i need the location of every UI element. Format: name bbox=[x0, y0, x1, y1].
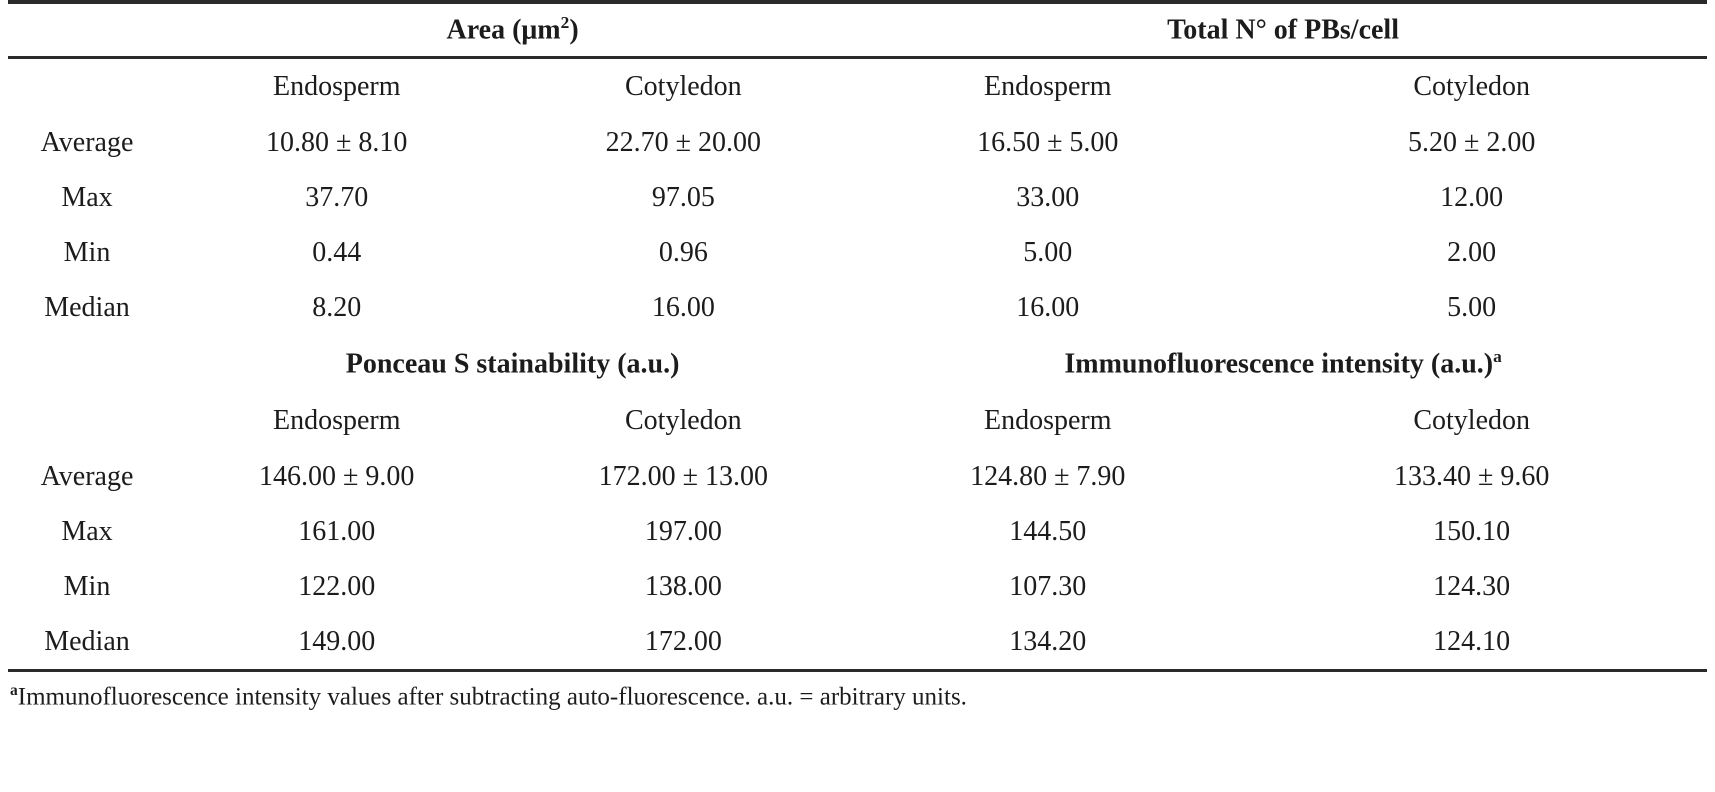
row-label: Min bbox=[63, 570, 111, 602]
column-subheader: Cotyledon bbox=[624, 71, 742, 102]
group-title-text: ) bbox=[569, 14, 579, 46]
data-cell: 5.00 bbox=[1447, 291, 1497, 323]
data-cell: 107.30 bbox=[1009, 570, 1087, 602]
empty-cell bbox=[8, 58, 166, 116]
column-subheader: Endosperm bbox=[272, 405, 401, 436]
data-cell: 172.00 ± 13.00 bbox=[598, 460, 769, 492]
data-cell: 5.00 bbox=[1023, 236, 1073, 268]
table-row: Max 37.70 97.05 33.00 12.00 bbox=[8, 170, 1707, 225]
data-cell: 149.00 bbox=[166, 614, 508, 672]
data-cell: 16.50 ± 5.00 bbox=[977, 126, 1119, 158]
row-label: Max bbox=[61, 515, 113, 547]
table-row: Median 8.20 16.00 16.00 5.00 bbox=[8, 280, 1707, 335]
data-cell: 146.00 ± 9.00 bbox=[259, 460, 415, 492]
data-cell: 33.00 bbox=[1016, 181, 1080, 213]
group-title-text: Total N° of PBs/cell bbox=[1167, 14, 1399, 46]
group-header-row-1: Area (μm2) Total N° of PBs/cell bbox=[8, 0, 1707, 59]
data-cell: 197.00 bbox=[644, 515, 722, 547]
data-cell: 138.00 bbox=[644, 570, 722, 602]
footnote-marker: a bbox=[10, 682, 18, 699]
group-title-text: Immunofluorescence intensity (a.u.) bbox=[1064, 348, 1494, 380]
data-cell: 2.00 bbox=[1447, 236, 1497, 268]
empty-cell bbox=[8, 335, 166, 393]
row-label: Average bbox=[40, 460, 134, 492]
data-cell: 133.40 ± 9.60 bbox=[1393, 460, 1550, 492]
data-cell: 16.00 bbox=[651, 291, 715, 323]
subheader-row: Endosperm Cotyledon Endosperm Cotyledon bbox=[8, 393, 1707, 449]
row-label: Min bbox=[63, 236, 111, 268]
group-header-row-2: Ponceau S stainability (a.u.) Immunofluo… bbox=[8, 335, 1707, 393]
data-cell: 144.50 bbox=[1009, 515, 1087, 547]
data-cell: 37.70 bbox=[305, 181, 369, 213]
stats-table: Area (μm2) Total N° of PBs/cell Endosper… bbox=[8, 0, 1707, 672]
row-label: Max bbox=[61, 181, 113, 213]
group-title-text: Area (μm bbox=[446, 14, 561, 46]
data-cell: 5.20 ± 2.00 bbox=[1407, 126, 1536, 158]
group-title-immuno: Immunofluorescence intensity (a.u.)a bbox=[859, 335, 1707, 393]
row-label: Median bbox=[8, 614, 166, 672]
empty-cell bbox=[8, 393, 166, 449]
table-row: Average 146.00 ± 9.00 172.00 ± 13.00 124… bbox=[8, 449, 1707, 504]
column-subheader: Endosperm bbox=[272, 71, 401, 102]
data-cell: 0.96 bbox=[658, 236, 708, 268]
table-row: Median 149.00 172.00 134.20 124.10 bbox=[8, 614, 1707, 672]
row-label: Median bbox=[44, 291, 130, 323]
table-row: Max 161.00 197.00 144.50 150.10 bbox=[8, 504, 1707, 559]
data-cell: 161.00 bbox=[298, 515, 376, 547]
data-cell: 0.44 bbox=[312, 236, 362, 268]
data-cell: 16.00 bbox=[1016, 291, 1080, 323]
row-label: Average bbox=[40, 126, 134, 158]
data-cell: 22.70 ± 20.00 bbox=[605, 126, 762, 158]
column-subheader: Cotyledon bbox=[1413, 71, 1530, 102]
data-cell: 134.20 bbox=[859, 614, 1237, 672]
group-title-sup: 2 bbox=[560, 13, 570, 33]
subheader-row: Endosperm Cotyledon Endosperm Cotyledon bbox=[8, 58, 1707, 116]
data-cell: 124.10 bbox=[1236, 614, 1707, 672]
data-cell: 12.00 bbox=[1440, 181, 1504, 213]
table-footnote: aImmunofluorescence intensity values aft… bbox=[8, 682, 1707, 711]
data-cell: 124.80 ± 7.90 bbox=[970, 460, 1126, 492]
table-row: Average 10.80 ± 8.10 22.70 ± 20.00 16.50… bbox=[8, 115, 1707, 170]
data-cell: 10.80 ± 8.10 bbox=[266, 126, 408, 158]
data-cell: 172.00 bbox=[507, 614, 860, 672]
column-subheader: Cotyledon bbox=[1413, 405, 1530, 436]
empty-corner-cell bbox=[8, 0, 166, 59]
group-title-pbs: Total N° of PBs/cell bbox=[859, 0, 1707, 59]
group-title-text: Ponceau S stainability (a.u.) bbox=[345, 348, 680, 380]
group-title-area: Area (μm2) bbox=[166, 0, 860, 59]
column-subheader: Endosperm bbox=[983, 71, 1112, 102]
table-row: Min 122.00 138.00 107.30 124.30 bbox=[8, 559, 1707, 614]
column-subheader: Endosperm bbox=[983, 405, 1112, 436]
data-cell: 97.05 bbox=[651, 181, 715, 213]
group-title-ponceau: Ponceau S stainability (a.u.) bbox=[166, 335, 859, 393]
group-title-sup: a bbox=[1493, 347, 1502, 367]
data-cell: 124.30 bbox=[1433, 570, 1511, 602]
data-cell: 122.00 bbox=[298, 570, 376, 602]
column-subheader: Cotyledon bbox=[624, 405, 742, 436]
data-cell: 150.10 bbox=[1433, 515, 1511, 547]
table-row: Min 0.44 0.96 5.00 2.00 bbox=[8, 225, 1707, 280]
data-cell: 8.20 bbox=[312, 291, 362, 323]
footnote-text: Immunofluorescence intensity values afte… bbox=[17, 683, 967, 711]
